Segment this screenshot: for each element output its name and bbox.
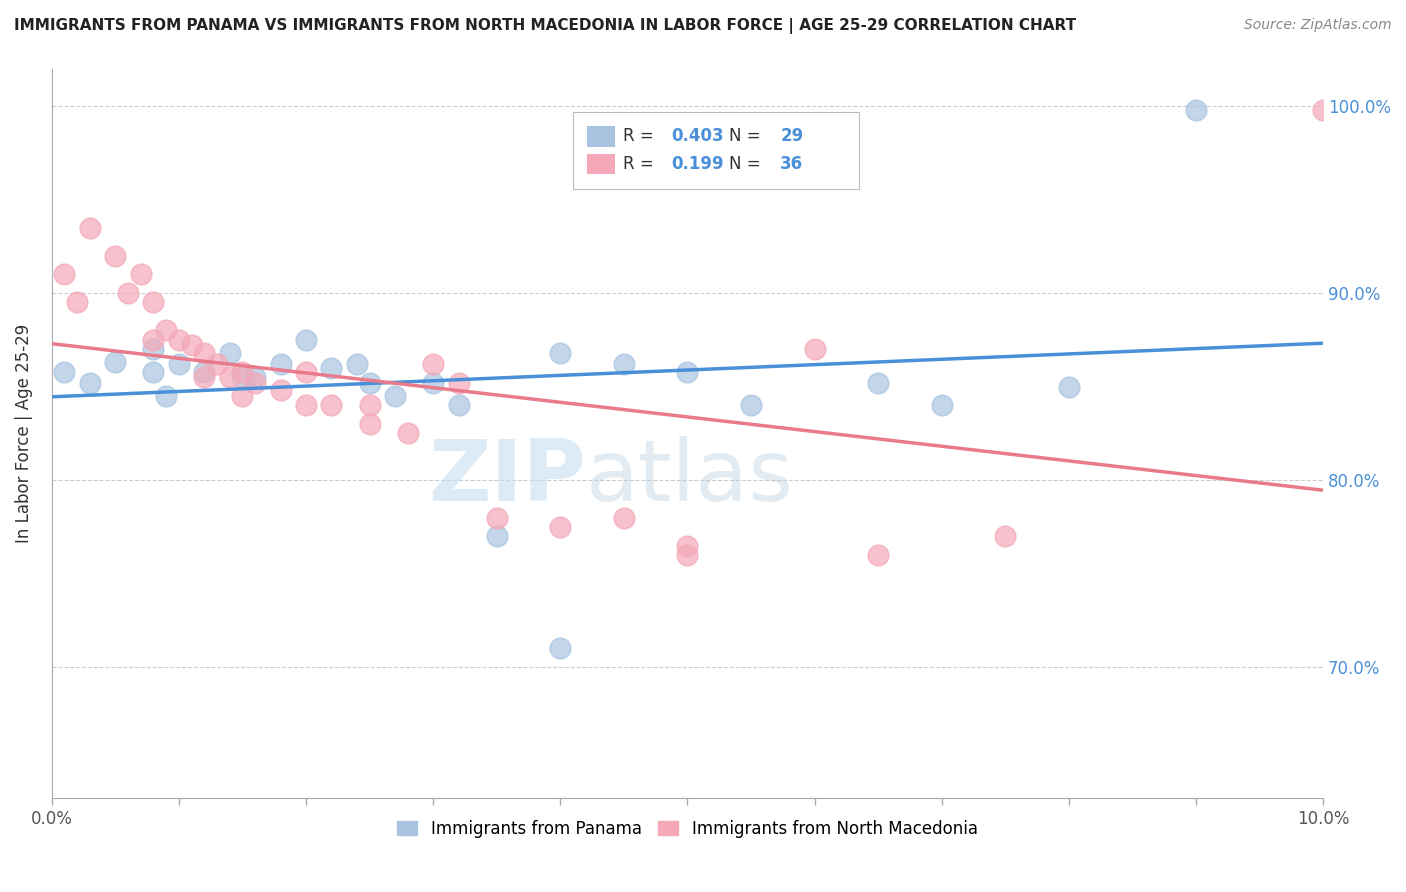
Point [359, 398, 381, 412]
Legend: Immigrants from Panama, Immigrants from North Macedonia: Immigrants from Panama, Immigrants from … [391, 814, 984, 845]
Point [1185, 103, 1208, 117]
Point [994, 529, 1017, 543]
Point [447, 376, 470, 390]
Point [422, 357, 444, 371]
Text: ZIP: ZIP [427, 435, 586, 518]
Point [384, 389, 406, 403]
Point [803, 342, 825, 356]
Point [243, 376, 266, 390]
Point [868, 376, 890, 390]
Point [676, 548, 699, 562]
Point [321, 360, 343, 375]
Point [676, 365, 699, 379]
FancyBboxPatch shape [574, 112, 859, 189]
Point [1312, 103, 1334, 117]
Point [359, 376, 381, 390]
Point [142, 365, 165, 379]
Point [868, 548, 890, 562]
Text: 29: 29 [780, 128, 803, 145]
Text: 0.199: 0.199 [671, 155, 724, 173]
Text: R =: R = [623, 155, 658, 173]
Point [155, 323, 177, 337]
Point [142, 333, 165, 347]
Text: atlas: atlas [586, 435, 794, 518]
Point [422, 376, 444, 390]
Text: 36: 36 [780, 155, 803, 173]
Point [270, 357, 292, 371]
Point [142, 295, 165, 310]
Point [550, 641, 572, 656]
Point [740, 398, 762, 412]
Point [193, 365, 215, 379]
Point [104, 355, 127, 369]
Point [129, 268, 152, 282]
Point [613, 510, 636, 524]
Point [270, 384, 292, 398]
Point [485, 529, 508, 543]
Point [167, 333, 190, 347]
Point [550, 346, 572, 360]
Point [396, 426, 419, 441]
Text: N =: N = [730, 128, 761, 145]
Point [676, 539, 699, 553]
FancyBboxPatch shape [586, 154, 614, 174]
Point [53, 268, 76, 282]
Point [1057, 379, 1080, 393]
Point [485, 510, 508, 524]
Point [205, 357, 228, 371]
Point [359, 417, 381, 431]
Point [231, 365, 253, 379]
Point [193, 346, 215, 360]
Point [53, 365, 76, 379]
Y-axis label: In Labor Force | Age 25-29: In Labor Force | Age 25-29 [15, 324, 32, 543]
Point [613, 357, 636, 371]
Text: 0.403: 0.403 [671, 128, 724, 145]
Point [79, 376, 101, 390]
Point [117, 285, 139, 300]
Point [295, 398, 318, 412]
Point [155, 389, 177, 403]
Text: Source: ZipAtlas.com: Source: ZipAtlas.com [1244, 18, 1392, 32]
Text: R =: R = [623, 128, 658, 145]
Point [931, 398, 953, 412]
Point [79, 220, 101, 235]
Point [243, 370, 266, 384]
Point [231, 370, 253, 384]
Point [218, 346, 240, 360]
Point [104, 249, 127, 263]
Point [180, 338, 202, 352]
Point [550, 520, 572, 534]
Point [66, 295, 89, 310]
FancyBboxPatch shape [586, 126, 614, 146]
Point [231, 389, 253, 403]
Point [295, 365, 318, 379]
Point [142, 342, 165, 356]
Point [321, 398, 343, 412]
Text: N =: N = [730, 155, 761, 173]
Point [295, 333, 318, 347]
Point [193, 370, 215, 384]
Point [218, 370, 240, 384]
Point [346, 357, 368, 371]
Point [447, 398, 470, 412]
Point [167, 357, 190, 371]
Text: IMMIGRANTS FROM PANAMA VS IMMIGRANTS FROM NORTH MACEDONIA IN LABOR FORCE | AGE 2: IMMIGRANTS FROM PANAMA VS IMMIGRANTS FRO… [14, 18, 1076, 34]
